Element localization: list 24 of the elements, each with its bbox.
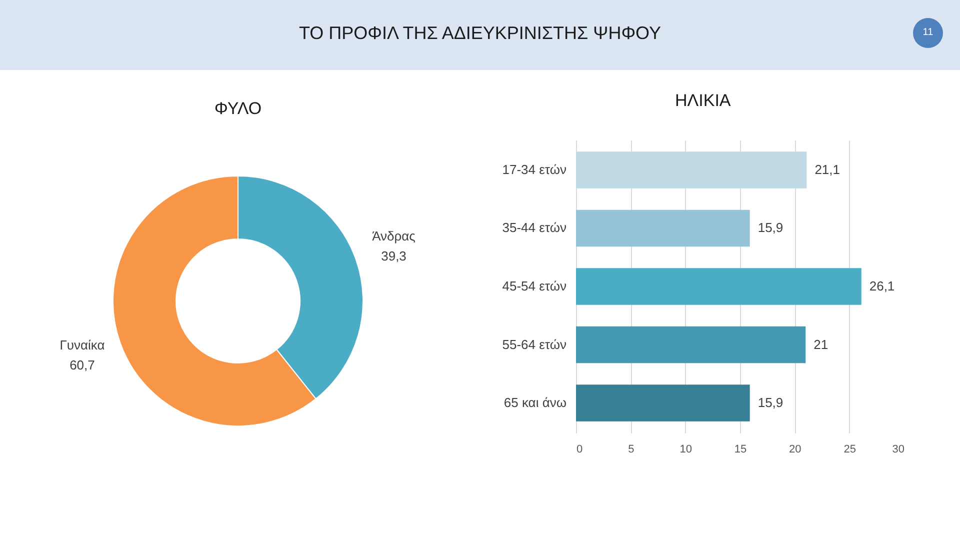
y-tick-label: 35-44 ετών	[502, 220, 566, 236]
data-label: 39,3	[381, 248, 406, 264]
data-label: 21,1	[814, 162, 840, 177]
slice-label: Γυναίκα	[60, 337, 106, 352]
x-tick-label: 20	[789, 444, 802, 456]
data-label: 21	[814, 336, 828, 352]
data-label: 26,1	[869, 278, 895, 294]
y-tick-label: 65 και άνω	[504, 395, 566, 410]
data-label: 15,9	[758, 220, 784, 236]
y-tick-label: 17-34 ετών	[502, 162, 566, 177]
y-tick-label: 45-54 ετών	[502, 278, 566, 294]
y-tick-label: 55-64 ετών	[502, 336, 566, 352]
x-tick-label: 30	[892, 444, 904, 456]
x-tick-label: 5	[628, 444, 634, 456]
data-label: 15,9	[758, 395, 784, 410]
x-tick-label: 10	[680, 444, 692, 456]
x-tick-label: 0	[576, 444, 583, 456]
x-tick-label: 15	[734, 444, 747, 456]
slice-label: Άνδρας	[372, 228, 416, 244]
text: ΤΟ ΠΡΟΦΙΛ ΤΗΣ ΑΔΙΕΥΚΡΙΝΙΣΤΗΣ ΨΗΦΟΥ	[298, 23, 661, 43]
x-tick-label: 25	[844, 444, 856, 456]
chart-title: ΦΥΛΟ	[214, 99, 262, 118]
data-label: 60,7	[70, 357, 95, 372]
chart-title: ΗΛΙΚΙΑ	[674, 91, 732, 110]
